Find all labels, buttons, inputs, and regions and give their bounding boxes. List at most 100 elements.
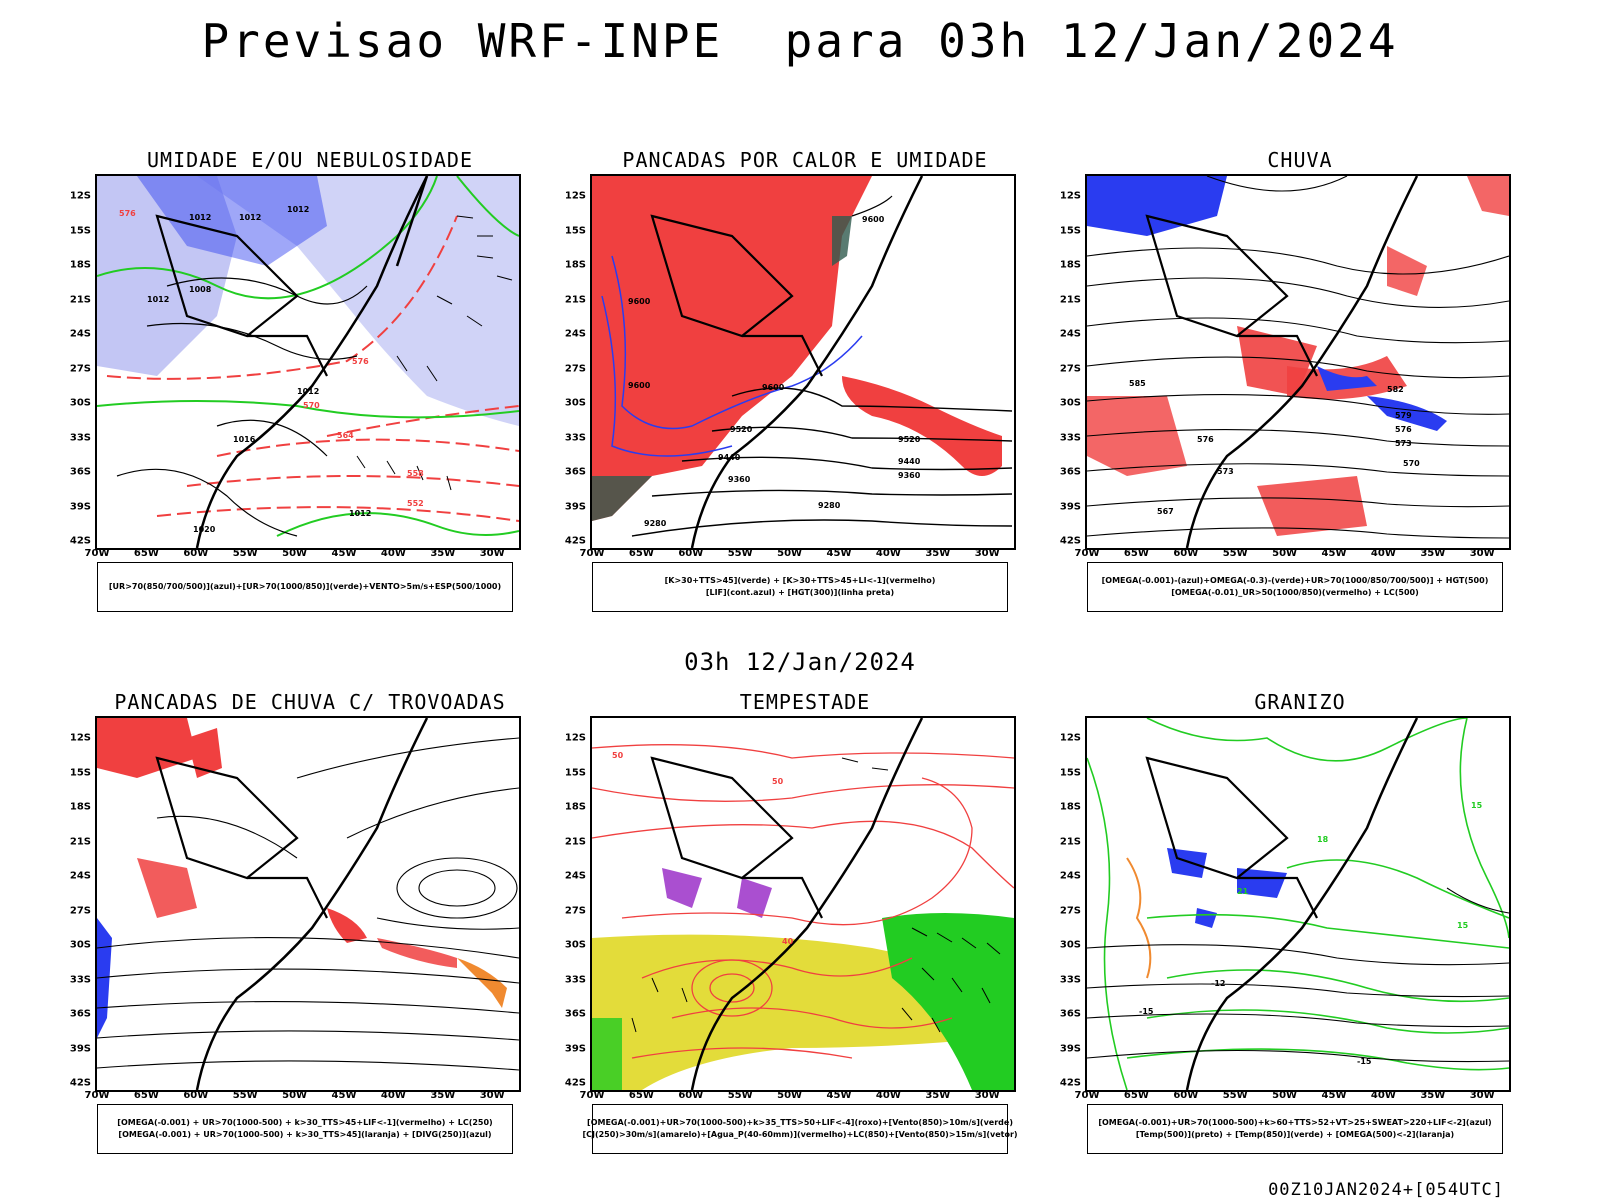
longitude-tick-label: 45W: [1321, 548, 1347, 559]
longitude-tick-label: 40W: [380, 1090, 406, 1101]
latitude-tick-label: 15S: [1059, 225, 1081, 236]
longitude-tick-label: 30W: [974, 548, 1000, 559]
latitude-tick-label: 12S: [564, 190, 586, 202]
latitude-tick-label: 33S: [1059, 974, 1081, 985]
svg-text:15: 15: [1457, 921, 1469, 930]
longitude-axis: 70W 65W 60W 55W 50W 45W 40W 35W 30W: [85, 1090, 521, 1104]
map-tempestade: 50 40 50: [592, 718, 1014, 1090]
longitude-tick-label: 65W: [628, 1090, 654, 1101]
longitude-tick-label: 30W: [479, 548, 505, 559]
map-frame: 50 40 50: [590, 716, 1016, 1092]
svg-text:1012: 1012: [189, 213, 211, 222]
latitude-tick-label: 24S: [564, 328, 586, 340]
longitude-tick-label: 55W: [1222, 548, 1248, 559]
latitude-axis: 12S 15S 18S 21S 24S 27S 30S 33S 36S 39S 42S: [1049, 174, 1081, 550]
svg-text:-15: -15: [1357, 1057, 1372, 1066]
longitude-tick-label: 45W: [331, 1090, 357, 1101]
legend-line-1: [OMEGA(-0.001)+UR>70(1000-500)+k>35_TTS>…: [587, 1118, 1013, 1127]
longitude-tick-label: 35W: [430, 1090, 456, 1101]
latitude-tick-label: 21S: [1059, 836, 1081, 847]
longitude-tick-label: 60W: [1173, 1090, 1199, 1101]
longitude-tick-label: 70W: [84, 1090, 110, 1101]
panel-title: TEMPESTADE: [739, 690, 871, 714]
main-title: Previsao WRF-INPE para 03h 12/Jan/2024: [201, 14, 1399, 68]
svg-text:9600: 9600: [762, 383, 785, 392]
contour-labels: 9600 9600 9600 9520 9520 9440 9440 9360 …: [628, 215, 921, 528]
svg-text:573: 573: [1395, 439, 1412, 448]
latitude-axis: 12S 15S 18S 21S 24S 27S 30S 33S 36S 39S 42S: [1049, 716, 1081, 1092]
latitude-tick-label: 12S: [1059, 732, 1081, 744]
latitude-tick-label: 33S: [69, 974, 91, 985]
latitude-tick-label: 12S: [564, 732, 586, 744]
panel-title: PANCADAS POR CALOR E UMIDADE: [622, 148, 988, 172]
latitude-tick-label: 21S: [564, 294, 586, 305]
svg-text:9440: 9440: [898, 457, 921, 466]
map-granizo: -12 -15 -15 15 18 21 15: [1087, 718, 1509, 1090]
map-frame: 585 582 579 576 573 570 567 576 573: [1085, 174, 1511, 550]
latitude-tick-label: 42S: [69, 535, 91, 547]
map-frame: 9600 9600 9600 9520 9520 9440 9440 9360 …: [590, 174, 1016, 550]
longitude-tick-label: 65W: [628, 548, 654, 559]
longitude-tick-label: 60W: [183, 1090, 209, 1101]
latitude-tick-label: 15S: [564, 225, 586, 236]
latitude-tick-label: 36S: [69, 466, 91, 478]
latitude-tick-label: 42S: [1059, 1077, 1081, 1089]
legend: [K>30+TTS>45](verde) + [K>30+TTS>45+LI<-…: [592, 562, 1008, 612]
latitude-tick-label: 15S: [564, 767, 586, 778]
svg-text:9280: 9280: [644, 519, 667, 528]
svg-text:50: 50: [612, 751, 624, 760]
longitude-tick-label: 35W: [925, 548, 951, 559]
svg-text:576: 576: [1395, 425, 1412, 434]
svg-text:1008: 1008: [189, 285, 212, 294]
svg-text:1012: 1012: [297, 387, 319, 396]
map-frame: -12 -15 -15 15 18 21 15: [1085, 716, 1511, 1092]
wind-vectors: [631, 757, 1001, 1033]
longitude-tick-label: 55W: [727, 1090, 753, 1101]
latitude-tick-label: 39S: [564, 501, 586, 512]
latitude-tick-label: 39S: [564, 1043, 586, 1054]
latitude-tick-label: 36S: [1059, 1008, 1081, 1020]
latitude-tick-label: 30S: [69, 397, 91, 409]
latitude-tick-label: 18S: [564, 801, 586, 813]
svg-text:9600: 9600: [862, 215, 885, 224]
longitude-axis: 70W 65W 60W 55W 50W 45W 40W 35W 30W: [580, 548, 1016, 562]
latitude-tick-label: 33S: [69, 432, 91, 443]
map-frame: [95, 716, 521, 1092]
legend-line-1: [OMEGA(-0.001)-(azul)+OMEGA(-0.3)-(verde…: [1101, 576, 1489, 585]
panel-title: GRANIZO: [1254, 690, 1346, 714]
svg-text:-15: -15: [1139, 1007, 1154, 1016]
latitude-tick-label: 12S: [1059, 190, 1081, 202]
svg-text:576: 576: [352, 357, 369, 366]
contour-labels: 1012 1012 1012 1012 1008 1012 1016 1020 …: [119, 205, 424, 534]
svg-text:558: 558: [407, 469, 424, 478]
svg-text:576: 576: [119, 209, 136, 218]
legend-line-1: [K>30+TTS>45](verde) + [K>30+TTS>45+LI<-…: [664, 576, 936, 585]
latitude-tick-label: 21S: [564, 836, 586, 847]
longitude-tick-label: 70W: [1074, 1090, 1100, 1101]
longitude-tick-label: 30W: [1469, 548, 1495, 559]
legend-line-1: [OMEGA(-0.001) + UR>70(1000-500) + k>30_…: [117, 1118, 493, 1127]
longitude-tick-label: 40W: [1370, 1090, 1396, 1101]
latitude-tick-label: 36S: [1059, 466, 1081, 478]
panel-title: PANCADAS DE CHUVA C/ TROVOADAS: [114, 690, 506, 714]
contour-labels: -12 -15 -15 15 18 21 15: [1139, 801, 1483, 1066]
latitude-tick-label: 27S: [1059, 905, 1081, 916]
svg-text:1020: 1020: [193, 525, 216, 534]
longitude-tick-label: 40W: [1370, 548, 1396, 559]
map-pancadas-calor: 9600 9600 9600 9520 9520 9440 9440 9360 …: [592, 176, 1013, 548]
legend: [OMEGA(-0.001) + UR>70(1000-500) + k>30_…: [97, 1104, 513, 1154]
svg-text:1016: 1016: [233, 435, 256, 444]
latitude-tick-label: 21S: [69, 836, 91, 847]
latitude-tick-label: 18S: [1059, 801, 1081, 813]
longitude-tick-label: 70W: [1074, 548, 1100, 559]
longitude-tick-label: 45W: [826, 1090, 852, 1101]
svg-text:570: 570: [1403, 459, 1420, 468]
latitude-tick-label: 18S: [69, 801, 91, 813]
latitude-tick-label: 27S: [564, 363, 586, 374]
longitude-axis: 70W 65W 60W 55W 50W 45W 40W 35W 30W: [1075, 548, 1511, 562]
latitude-tick-label: 21S: [1059, 294, 1081, 305]
legend: [OMEGA(-0.001)+UR>70(1000-500)+k>35_TTS>…: [582, 1104, 1018, 1154]
longitude-tick-label: 35W: [1420, 1090, 1446, 1101]
latitude-tick-label: 30S: [564, 397, 586, 409]
legend: [OMEGA(-0.001)+UR>70(1000-500)+k>60+TTS>…: [1087, 1104, 1503, 1154]
